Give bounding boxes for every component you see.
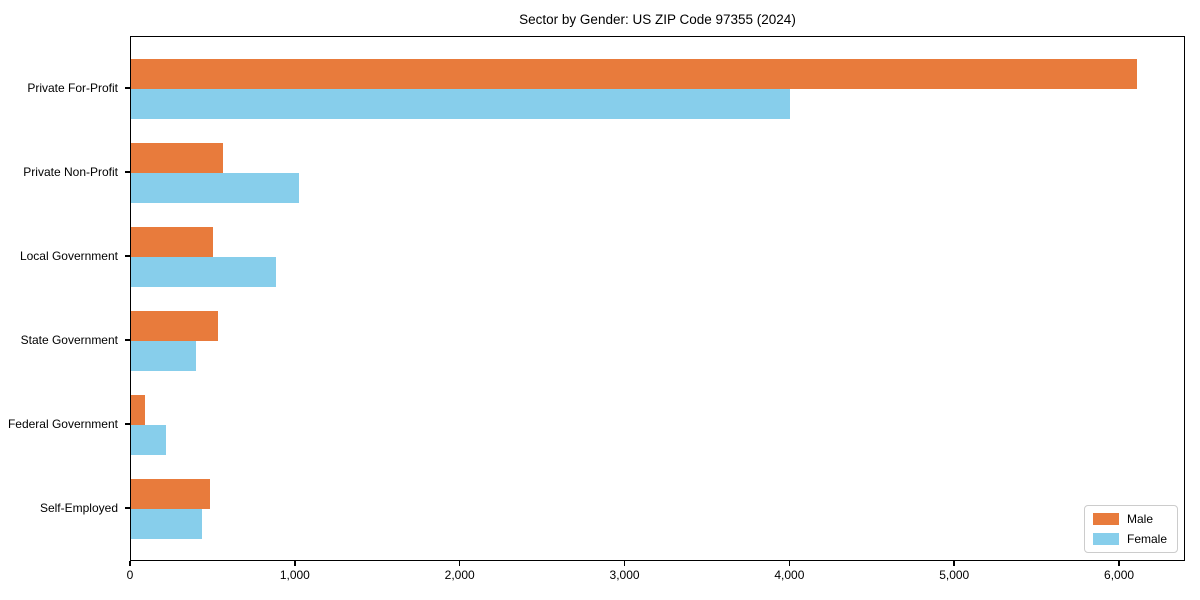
- y-axis-label-self-employed: Self-Employed: [39, 501, 118, 515]
- bar-female-local-government: [131, 257, 277, 287]
- legend-item-female: Female: [1092, 532, 1167, 546]
- x-axis-label-3-000: 3,000: [609, 568, 640, 582]
- y-axis-label-local-government: Local Government: [19, 249, 118, 263]
- bar-male-state-government: [131, 311, 219, 341]
- x-tick-mark: [294, 561, 296, 566]
- y-tick-mark: [125, 423, 130, 425]
- bar-male-self-employed: [131, 479, 211, 509]
- bar-female-federal-government: [131, 425, 166, 455]
- bar-male-federal-government: [131, 395, 145, 425]
- x-axis-label-4-000: 4,000: [774, 568, 805, 582]
- x-tick-mark: [458, 561, 461, 566]
- y-tick-mark: [125, 507, 130, 509]
- x-tick-mark: [129, 561, 131, 566]
- x-tick-mark: [1118, 561, 1120, 566]
- y-axis-label-federal-government: Federal Government: [7, 417, 118, 431]
- legend: Male Female: [1083, 505, 1178, 553]
- y-axis-label-private-for-profit: Private For-Profit: [27, 81, 118, 95]
- y-tick-mark: [125, 171, 130, 173]
- bar-female-private-non-profit: [131, 173, 300, 203]
- x-axis-label-2-000: 2,000: [444, 568, 475, 582]
- y-tick-mark: [125, 339, 130, 341]
- x-axis-label-5-000: 5,000: [939, 568, 970, 582]
- legend-item-male: Male: [1092, 512, 1167, 526]
- bar-female-private-for-profit: [131, 89, 791, 119]
- bar-male-private-non-profit: [131, 143, 224, 173]
- bar-female-self-employed: [131, 509, 202, 539]
- y-tick-mark: [125, 255, 130, 257]
- legend-label-male: Male: [1126, 512, 1153, 526]
- chart-title: Sector by Gender: US ZIP Code 97355 (202…: [519, 12, 796, 27]
- bar-male-private-for-profit: [131, 59, 1137, 89]
- x-tick-mark: [788, 561, 791, 566]
- bar-male-local-government: [131, 227, 214, 257]
- legend-swatch-male: [1092, 513, 1119, 525]
- x-axis-label-6-000: 6,000: [1104, 568, 1135, 582]
- y-axis-label-state-government: State Government: [20, 333, 118, 347]
- x-axis-label-1-000: 1,000: [279, 568, 310, 582]
- legend-swatch-female: [1092, 533, 1119, 545]
- plot-area: [130, 36, 1185, 561]
- bar-female-state-government: [131, 341, 197, 371]
- legend-label-female: Female: [1126, 532, 1167, 546]
- x-axis-label-0: 0: [126, 568, 134, 582]
- y-axis-label-private-non-profit: Private Non-Profit: [23, 165, 118, 179]
- y-tick-mark: [125, 87, 130, 89]
- x-tick-mark: [623, 561, 626, 566]
- x-tick-mark: [953, 561, 955, 566]
